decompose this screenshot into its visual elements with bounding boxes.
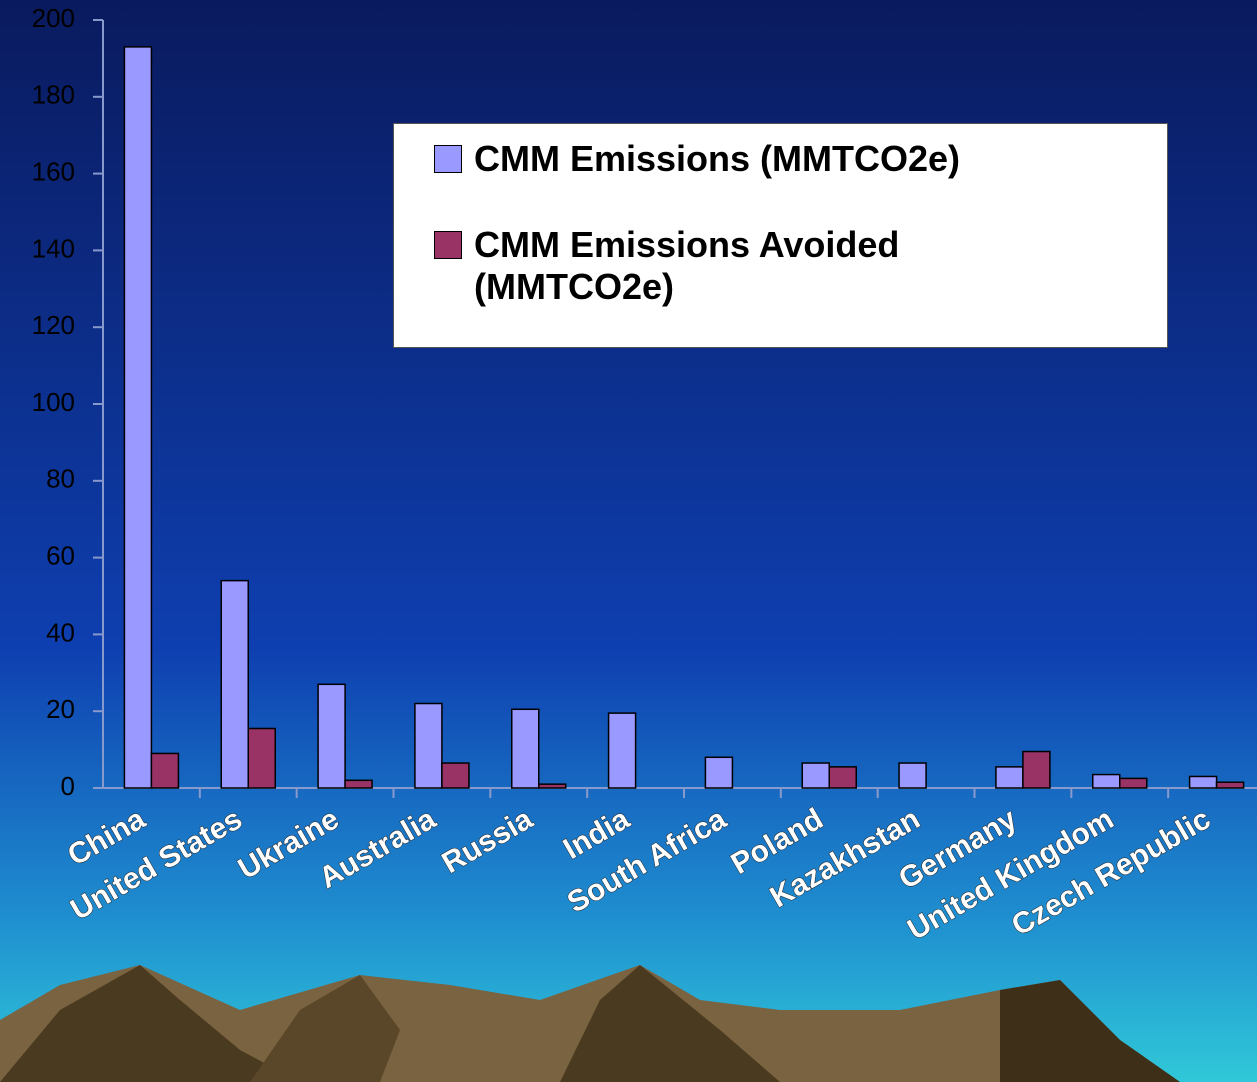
- y-tick-label: 120: [32, 310, 75, 340]
- bar: [995, 766, 1024, 789]
- y-tick-label: 160: [32, 156, 75, 186]
- bar: [801, 762, 830, 789]
- y-tick-label: 180: [32, 80, 75, 110]
- legend-swatch: [434, 231, 462, 259]
- bar: [828, 766, 857, 789]
- bar: [1119, 777, 1148, 789]
- bar: [1022, 750, 1051, 789]
- bar: [704, 756, 734, 789]
- bar: [1188, 775, 1218, 789]
- y-tick-label: 20: [46, 694, 75, 724]
- y-tick-label: 80: [46, 464, 75, 494]
- bar: [317, 683, 346, 789]
- bar: [511, 708, 540, 789]
- bar: [247, 727, 276, 789]
- bar: [220, 579, 249, 789]
- legend-label: CMM Emissions (MMTCO2e): [474, 138, 961, 179]
- bar: [150, 752, 180, 789]
- y-tick-label: 60: [46, 540, 75, 570]
- bar: [441, 762, 470, 789]
- y-tick-label: 40: [46, 617, 75, 647]
- y-tick-label: 200: [32, 3, 75, 33]
- y-tick-label: 140: [32, 233, 75, 263]
- bar: [898, 762, 927, 789]
- legend-label: CMM Emissions Avoided (MMTCO2e): [474, 224, 900, 307]
- mountains: [0, 965, 1180, 1082]
- bar: [1215, 781, 1245, 789]
- y-tick-label: 0: [61, 771, 75, 801]
- legend-swatch: [434, 145, 462, 173]
- bar: [1092, 773, 1121, 789]
- bar: [344, 779, 373, 789]
- legend-item: CMM Emissions (MMTCO2e): [434, 138, 1147, 180]
- bar: [123, 46, 153, 789]
- legend-item: CMM Emissions Avoided (MMTCO2e): [434, 224, 1147, 308]
- legend: CMM Emissions (MMTCO2e) CMM Emissions Avo…: [393, 123, 1168, 348]
- bar: [414, 702, 443, 789]
- bar: [607, 712, 637, 789]
- y-tick-label: 100: [32, 387, 75, 417]
- bar: [538, 783, 567, 789]
